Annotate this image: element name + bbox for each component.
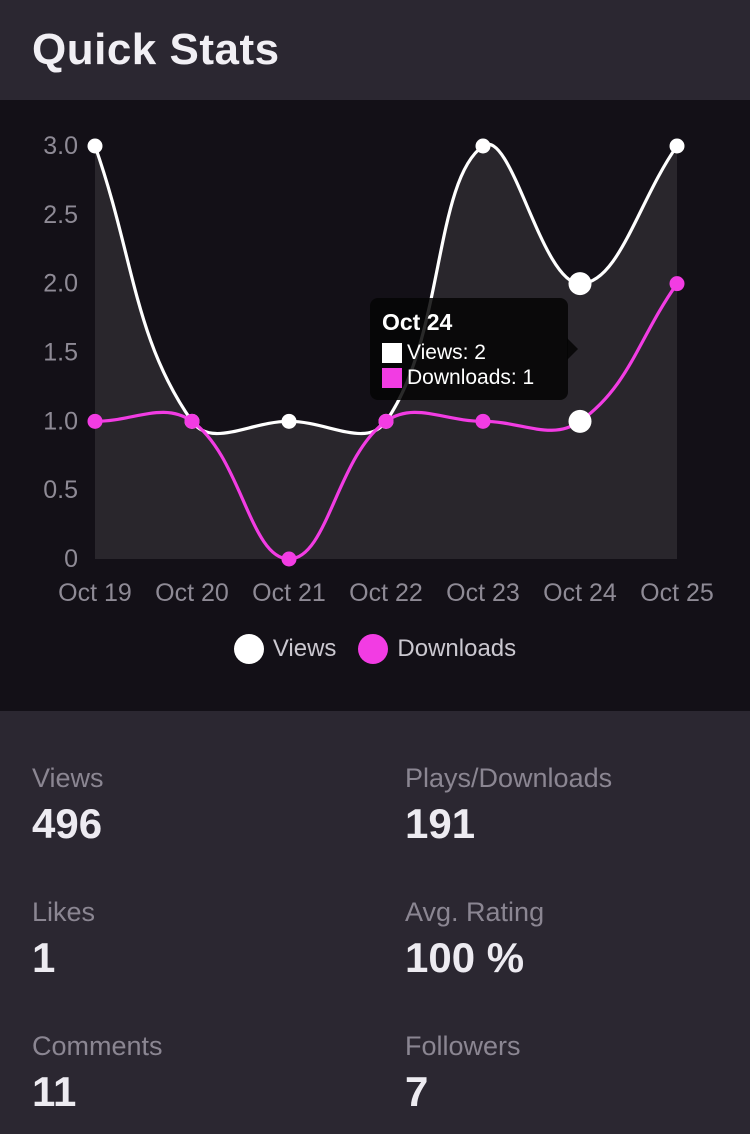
downloads-data-point[interactable] <box>184 413 200 429</box>
stat-label: Followers <box>405 1031 521 1061</box>
stat-value: 7 <box>405 1068 429 1115</box>
stat-followers: Followers 7 <box>405 1031 718 1115</box>
views-area-fill <box>95 144 677 559</box>
stat-avg-rating: Avg. Rating 100 % <box>405 897 718 981</box>
header: Quick Stats <box>0 0 750 100</box>
page-title: Quick Stats <box>32 25 280 74</box>
y-axis-tick-label: 0.5 <box>43 476 78 504</box>
tooltip-title: Oct 24 <box>382 309 453 335</box>
views-data-point[interactable] <box>475 138 491 154</box>
downloads-data-point[interactable] <box>669 276 685 292</box>
tooltip-row-views: Views: 2 <box>382 340 556 365</box>
views-data-point[interactable] <box>669 138 685 154</box>
y-axis-tick-label: 2.0 <box>43 270 78 298</box>
stat-plays-downloads: Plays/Downloads 191 <box>405 763 718 847</box>
downloads-data-point[interactable] <box>378 413 394 429</box>
views-data-point[interactable] <box>568 272 592 296</box>
stat-likes: Likes 1 <box>32 897 405 981</box>
chart-tooltip: Oct 24 Views: 2 Downloads: 1 <box>370 298 578 400</box>
downloads-swatch <box>382 367 402 388</box>
downloads-legend-label: Downloads <box>397 635 517 662</box>
x-axis-tick-label: Oct 23 <box>446 579 520 607</box>
y-axis-tick-label: 2.5 <box>43 201 78 229</box>
y-axis-tick-label: 1.5 <box>43 339 78 367</box>
chart-section: 3.0 2.5 2.0 1.5 1.0 0.5 0 Oct 19 Oct 20 Oct 21 Oct… <box>0 100 750 711</box>
downloads-legend-dot-icon <box>358 634 389 664</box>
stat-label: Comments <box>32 1031 163 1061</box>
y-axis-tick-label: 3.0 <box>43 132 78 160</box>
tooltip-downloads-text: Downloads: 1 <box>407 365 535 389</box>
downloads-data-point[interactable] <box>568 409 592 433</box>
y-axis-tick-label: 1.0 <box>43 407 78 435</box>
views-swatch <box>382 342 402 363</box>
stats-line-chart[interactable]: 3.0 2.5 2.0 1.5 1.0 0.5 0 Oct 19 Oct 20 Oct 21 Oct… <box>0 100 750 711</box>
legend-item-downloads[interactable]: Downloads <box>358 634 516 664</box>
stat-label: Likes <box>32 897 96 927</box>
x-axis-tick-label: Oct 22 <box>349 579 423 607</box>
x-axis-tick-label: Oct 24 <box>543 579 617 607</box>
tooltip-row-downloads: Downloads: 1 <box>382 365 556 390</box>
downloads-data-point[interactable] <box>87 413 103 429</box>
stat-comments: Comments 11 <box>32 1031 405 1115</box>
x-axis-tick-label: Oct 21 <box>252 579 326 607</box>
views-data-point[interactable] <box>87 138 103 154</box>
x-axis-tick-label: Oct 19 <box>58 579 132 607</box>
stats-grid: Views 496 Plays/Downloads 191 Likes 1 Av… <box>0 711 750 1134</box>
x-axis-tick-label: Oct 20 <box>155 579 229 607</box>
views-legend-dot-icon <box>233 634 264 664</box>
stat-value: 496 <box>32 800 103 847</box>
stat-views: Views 496 <box>32 763 405 847</box>
stat-value: 100 % <box>405 934 525 981</box>
stat-value: 1 <box>32 934 56 981</box>
stat-label: Plays/Downloads <box>405 763 613 793</box>
x-axis-tick-label: Oct 25 <box>640 579 714 607</box>
stat-value: 11 <box>32 1068 77 1115</box>
downloads-data-point[interactable] <box>281 551 297 567</box>
stat-label: Avg. Rating <box>405 897 545 927</box>
tooltip-caret-icon <box>567 338 578 360</box>
views-data-point[interactable] <box>281 413 297 429</box>
y-axis-tick-label: 0 <box>64 545 78 573</box>
stat-value: 191 <box>405 800 476 847</box>
views-legend-label: Views <box>272 635 337 662</box>
tooltip-views-text: Views: 2 <box>407 340 486 364</box>
chart-legend: Views Downloads <box>0 634 750 664</box>
legend-item-views[interactable]: Views <box>233 634 337 664</box>
stat-label: Views <box>32 763 104 793</box>
downloads-data-point[interactable] <box>475 413 491 429</box>
